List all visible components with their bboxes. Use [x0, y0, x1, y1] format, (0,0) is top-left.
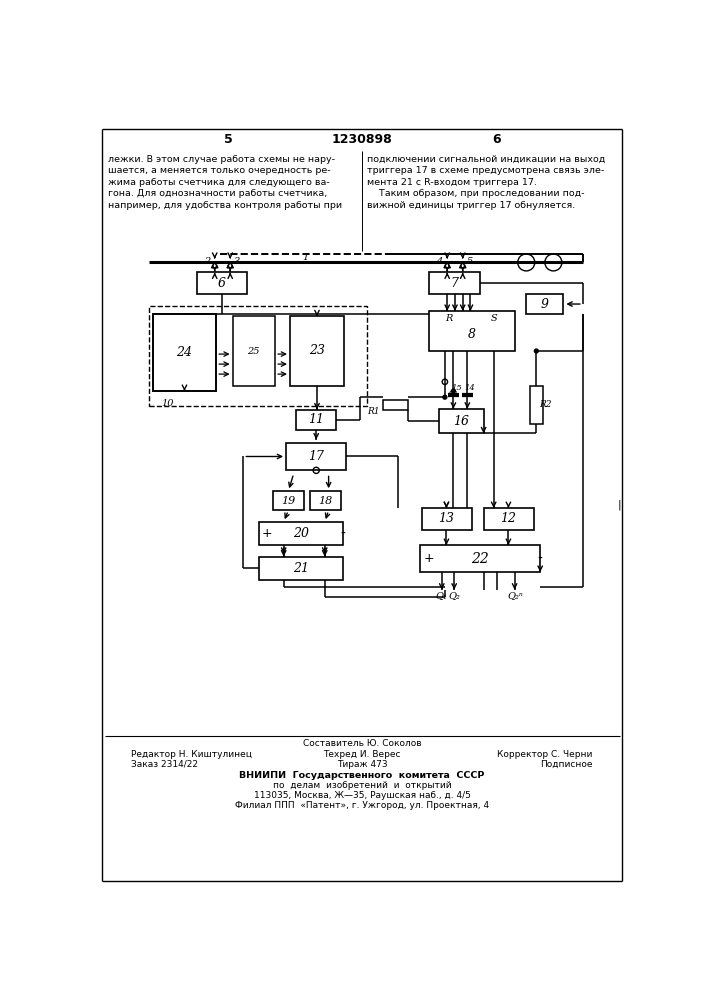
- Text: 17: 17: [308, 450, 325, 463]
- Text: S: S: [491, 314, 497, 323]
- Bar: [149, 306, 368, 406]
- Text: триггера 17 в схеме предусмотрена связь эле-: триггера 17 в схеме предусмотрена связь …: [368, 166, 604, 175]
- Text: 113035, Москва, Ж—35, Раушская наб., д. 4/5: 113035, Москва, Ж—35, Раушская наб., д. …: [254, 791, 470, 800]
- Text: 19: 19: [281, 496, 296, 506]
- Text: C₁: C₁: [448, 389, 458, 397]
- Text: шается, а меняется только очередность ре-: шается, а меняется только очередность ре…: [107, 166, 330, 175]
- Text: 9: 9: [541, 298, 549, 311]
- Bar: [421, 508, 472, 530]
- Text: |: |: [617, 500, 621, 510]
- Text: 13: 13: [438, 512, 455, 525]
- Bar: [429, 311, 515, 351]
- Text: 23: 23: [309, 344, 325, 358]
- Text: -: -: [537, 552, 542, 566]
- Bar: [526, 294, 563, 314]
- Bar: [429, 272, 480, 294]
- Text: 24: 24: [177, 346, 192, 359]
- Text: например, для удобства контроля работы при: например, для удобства контроля работы п…: [107, 201, 342, 210]
- Text: 12: 12: [501, 512, 516, 525]
- Bar: [420, 545, 540, 572]
- Bar: [383, 400, 408, 410]
- Text: 15: 15: [452, 384, 462, 392]
- Text: Составитель Ю. Соколов: Составитель Ю. Соколов: [303, 739, 421, 748]
- Bar: [259, 522, 343, 545]
- Bar: [290, 316, 344, 386]
- Text: 10: 10: [161, 399, 174, 408]
- Text: 5: 5: [467, 257, 473, 266]
- Text: Филиал ППП  «Патент», г. Ужгород, ул. Проектная, 4: Филиал ППП «Патент», г. Ужгород, ул. Про…: [235, 801, 489, 810]
- Text: 25: 25: [247, 347, 259, 356]
- Circle shape: [443, 395, 447, 399]
- Bar: [310, 491, 341, 510]
- Bar: [233, 316, 275, 386]
- Text: гона. Для однозначности работы счетчика,: гона. Для однозначности работы счетчика,: [107, 189, 327, 198]
- Bar: [273, 491, 304, 510]
- Text: 11: 11: [308, 413, 325, 426]
- Text: Подписное: Подписное: [539, 760, 592, 769]
- Bar: [197, 272, 247, 294]
- Text: 18: 18: [318, 496, 333, 506]
- Text: 4: 4: [436, 257, 443, 266]
- Text: 8: 8: [468, 328, 476, 341]
- Text: 6: 6: [218, 277, 226, 290]
- Text: R: R: [445, 314, 452, 323]
- Circle shape: [452, 389, 455, 393]
- Text: 16: 16: [453, 415, 469, 428]
- Text: +: +: [424, 552, 435, 565]
- Bar: [438, 409, 484, 433]
- Bar: [286, 443, 346, 470]
- Text: -: -: [340, 526, 345, 540]
- Text: мента 21 с R-входом триггера 17.: мента 21 с R-входом триггера 17.: [368, 178, 537, 187]
- Text: +: +: [262, 527, 272, 540]
- Text: вижной единицы триггер 17 обнуляется.: вижной единицы триггер 17 обнуляется.: [368, 201, 575, 210]
- Text: Заказ 2314/22: Заказ 2314/22: [131, 760, 198, 769]
- Text: по  делам  изобретений  и  открытий: по делам изобретений и открытий: [273, 781, 451, 790]
- Text: 1230898: 1230898: [332, 133, 392, 146]
- Bar: [530, 386, 542, 424]
- Text: Редактор Н. Киштулинец: Редактор Н. Киштулинец: [131, 750, 252, 759]
- Text: 3: 3: [234, 257, 240, 266]
- Circle shape: [534, 349, 538, 353]
- Text: 1: 1: [303, 253, 308, 262]
- Text: жима работы счетчика для следующего ва-: жима работы счетчика для следующего ва-: [107, 178, 329, 187]
- Text: подключении сигнальной индикации на выход: подключении сигнальной индикации на выхо…: [368, 155, 606, 164]
- Text: 14: 14: [464, 384, 475, 392]
- Text: Q₁: Q₁: [436, 591, 448, 600]
- Text: 21: 21: [293, 562, 309, 575]
- Text: Техред И. Верес: Техред И. Верес: [323, 750, 401, 759]
- Text: Корректор С. Черни: Корректор С. Черни: [497, 750, 592, 759]
- Text: 2: 2: [204, 257, 210, 266]
- Text: Тираж 473: Тираж 473: [337, 760, 387, 769]
- Text: R1: R1: [368, 407, 380, 416]
- Text: 5: 5: [223, 133, 233, 146]
- Text: Q₂: Q₂: [448, 591, 460, 600]
- Text: 6: 6: [493, 133, 501, 146]
- Text: R2: R2: [539, 400, 552, 409]
- Bar: [484, 508, 534, 530]
- Text: лежки. В этом случае работа схемы не нару-: лежки. В этом случае работа схемы не нар…: [107, 155, 334, 164]
- Text: 7: 7: [450, 277, 458, 290]
- Bar: [153, 314, 216, 391]
- Text: ВНИИПИ  Государственного  комитета  СССР: ВНИИПИ Государственного комитета СССР: [239, 771, 484, 780]
- Text: Таким образом, при проследовании под-: Таким образом, при проследовании под-: [368, 189, 585, 198]
- Text: Q₂ⁿ: Q₂ⁿ: [508, 591, 523, 600]
- Bar: [259, 557, 343, 580]
- Bar: [296, 410, 337, 430]
- Text: 22: 22: [471, 552, 489, 566]
- Text: 20: 20: [293, 527, 309, 540]
